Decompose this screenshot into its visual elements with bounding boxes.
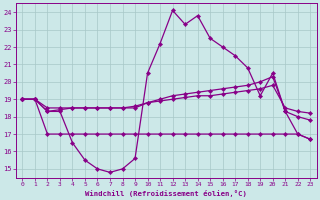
- X-axis label: Windchill (Refroidissement éolien,°C): Windchill (Refroidissement éolien,°C): [85, 190, 247, 197]
